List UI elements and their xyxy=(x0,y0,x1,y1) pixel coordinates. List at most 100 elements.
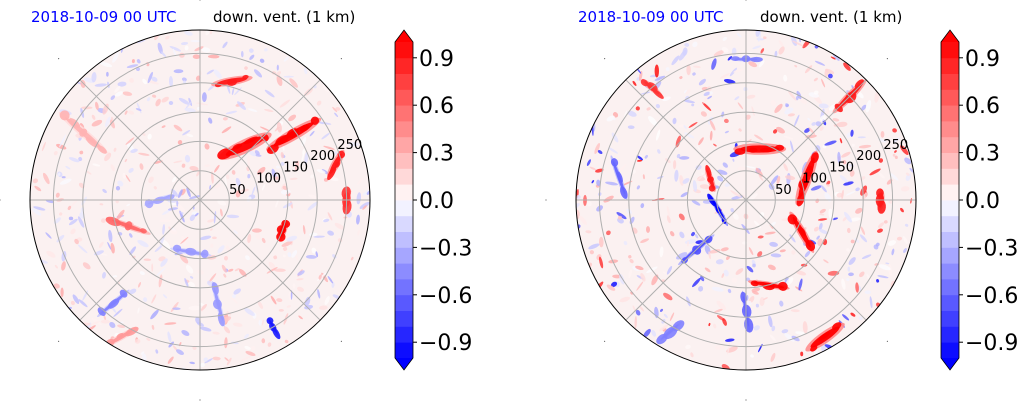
speckle xyxy=(727,288,732,294)
radial-tick-label: 50 xyxy=(229,183,246,198)
speckle xyxy=(68,157,80,163)
speckle xyxy=(209,185,211,190)
speckle xyxy=(224,357,229,362)
speckle xyxy=(815,145,821,152)
speckle xyxy=(259,126,270,132)
speckle xyxy=(709,120,716,131)
colorbar-level xyxy=(941,184,959,201)
speckle xyxy=(90,321,100,326)
speckle xyxy=(591,180,595,184)
speckle xyxy=(875,242,880,247)
feature-blob xyxy=(731,56,740,61)
speckle xyxy=(148,176,154,184)
speckle xyxy=(737,102,744,110)
feature-blob xyxy=(105,216,121,227)
speckle xyxy=(864,290,871,294)
speckle xyxy=(850,312,856,317)
colorbar-level xyxy=(941,342,959,359)
speckle xyxy=(678,213,685,221)
speckle xyxy=(598,236,604,248)
outer-tick xyxy=(340,340,342,342)
speckle xyxy=(319,305,328,310)
colorbar-level xyxy=(941,231,959,248)
speckle xyxy=(177,204,186,213)
speckle xyxy=(208,117,213,124)
speckle xyxy=(153,186,157,190)
speckle xyxy=(186,133,194,138)
speckle xyxy=(795,95,799,101)
speckle xyxy=(189,214,196,222)
speckle xyxy=(637,159,643,162)
speckle xyxy=(758,175,764,181)
speckle xyxy=(878,172,885,179)
speckle xyxy=(302,225,306,235)
speckle xyxy=(199,235,212,241)
speckle xyxy=(696,173,706,182)
feature-blob xyxy=(805,165,814,177)
speckle xyxy=(139,163,144,170)
speckle xyxy=(61,176,66,179)
speckle xyxy=(632,266,640,271)
radial-tick-label: 150 xyxy=(283,160,308,175)
speckle xyxy=(885,262,890,265)
speckle xyxy=(247,156,250,168)
speckle xyxy=(122,172,126,179)
speckle xyxy=(733,68,744,73)
speckle xyxy=(257,301,264,309)
feature-blob xyxy=(272,327,281,340)
speckle xyxy=(280,152,284,159)
speckle xyxy=(698,78,706,86)
speckle xyxy=(784,107,794,115)
speckle xyxy=(162,209,171,215)
speckle xyxy=(831,217,839,221)
speckle xyxy=(804,127,811,133)
speckle xyxy=(594,143,601,154)
colorbar-level xyxy=(395,263,413,280)
speckle xyxy=(818,222,823,231)
speckle xyxy=(877,275,889,279)
speckle xyxy=(724,130,729,134)
speckle xyxy=(666,205,671,218)
title-variable: down. vent. (1 km) xyxy=(760,8,903,26)
feature-blob xyxy=(810,345,818,352)
speckle xyxy=(854,238,860,243)
speckle xyxy=(204,164,211,168)
speckle xyxy=(727,56,733,61)
speckle xyxy=(798,278,803,291)
feature-blob xyxy=(243,136,258,145)
speckle xyxy=(143,258,152,261)
speckle xyxy=(802,321,808,334)
speckle xyxy=(900,145,909,155)
speckle xyxy=(318,274,322,280)
speckle xyxy=(284,339,289,344)
colorbar-level xyxy=(395,184,413,201)
speckle xyxy=(763,36,767,40)
speckle xyxy=(188,97,193,107)
radial-tick-label: 100 xyxy=(802,172,827,187)
speckle xyxy=(707,95,712,100)
speckle xyxy=(645,226,651,233)
speckle xyxy=(820,185,827,193)
speckle xyxy=(725,255,731,260)
speckle xyxy=(217,200,227,206)
speckle xyxy=(185,265,194,274)
grid-spoke xyxy=(745,199,867,321)
speckle xyxy=(210,228,213,231)
speckle xyxy=(226,214,240,219)
speckle xyxy=(713,50,725,57)
speckle xyxy=(685,89,691,95)
speckle xyxy=(709,249,721,254)
speckle xyxy=(861,104,867,111)
feature-blob xyxy=(741,304,752,318)
speckle xyxy=(859,271,865,278)
speckle xyxy=(711,286,724,292)
speckle xyxy=(846,132,852,138)
speckle xyxy=(747,300,752,306)
speckle xyxy=(129,246,137,256)
colorbar-level xyxy=(941,42,959,59)
speckle xyxy=(148,80,160,85)
feature-blob xyxy=(750,56,763,63)
speckle xyxy=(902,236,908,245)
speckle xyxy=(185,101,192,110)
speckle xyxy=(634,316,637,329)
